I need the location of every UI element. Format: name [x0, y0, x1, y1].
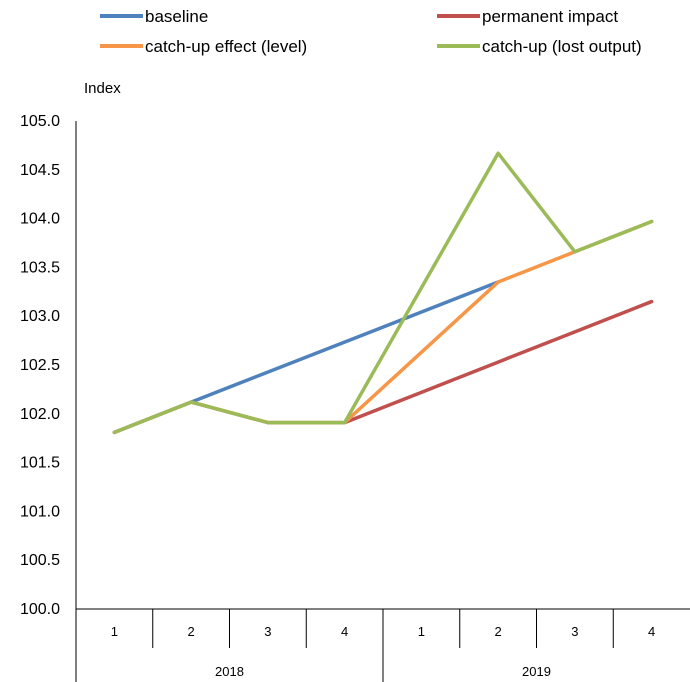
series-line-catch-up-lost-output: [112, 151, 654, 435]
axes: [75, 121, 690, 682]
y-tick-label: 104.0: [20, 211, 60, 228]
x-tick-label: 2: [188, 624, 195, 639]
x-tick-label: 2: [495, 624, 502, 639]
x-tick-label: 3: [264, 624, 271, 639]
x-group-label: 2018: [215, 664, 244, 679]
legend-label-baseline: baseline: [145, 7, 208, 26]
y-tick-label: 104.5: [20, 162, 60, 179]
y-tick-label: 100.0: [20, 601, 60, 618]
y-axis-label: Index: [84, 80, 121, 97]
y-tick-label: 101.5: [20, 455, 60, 472]
x-axis-ticks: 1 2 3 4 1 2 3 4 2018 2019: [111, 624, 655, 679]
x-group-label: 2019: [522, 664, 551, 679]
x-tick-label: 3: [571, 624, 578, 639]
y-tick-label: 100.5: [20, 552, 60, 569]
y-tick-label: 103.5: [20, 259, 60, 276]
x-tick-label: 1: [111, 624, 118, 639]
y-tick-label: 102.0: [20, 406, 60, 423]
y-tick-label: 105.0: [20, 113, 60, 130]
legend: baseline catch-up effect (level) permane…: [100, 7, 642, 56]
x-tick-label: 4: [341, 624, 348, 639]
legend-label-catch-up-lost-output: catch-up (lost output): [482, 37, 642, 56]
series-line-permanent-impact: [112, 299, 654, 435]
series-lines: [112, 151, 654, 435]
x-tick-label: 1: [418, 624, 425, 639]
y-tick-label: 102.5: [20, 357, 60, 374]
y-tick-label: 103.0: [20, 308, 60, 325]
x-tick-label: 4: [648, 624, 655, 639]
legend-label-catch-up-effect-level: catch-up effect (level): [145, 37, 307, 56]
y-tick-label: 101.0: [20, 503, 60, 520]
legend-label-permanent-impact: permanent impact: [482, 7, 618, 26]
y-axis-ticks: 100.0 100.5 101.0 101.5 102.0 102.5 103.0 103.5…: [20, 113, 60, 618]
